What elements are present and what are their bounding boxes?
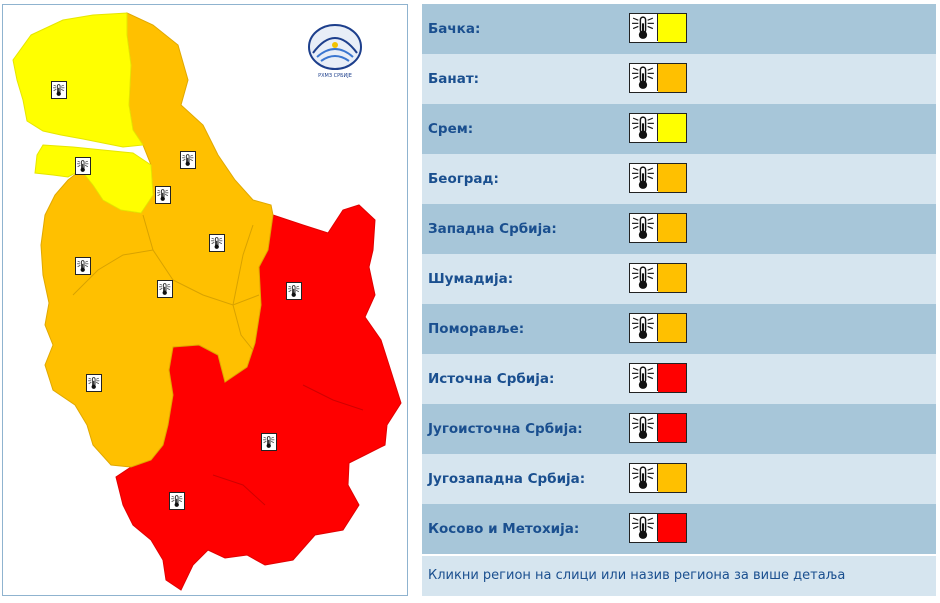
thermometer-heat-icon [630, 314, 658, 341]
rhmz-logo: РХМЗ СРБИЈЕ [308, 24, 362, 79]
region-name-link[interactable]: Југоисточна Србија: [428, 421, 583, 437]
region-row[interactable]: Бачка: [422, 4, 936, 54]
warning-color-swatch [658, 114, 686, 142]
region-row[interactable]: Косово и Метохија: [422, 504, 936, 554]
warning-map: РХМЗ СРБИЈЕ [2, 4, 408, 596]
map-thermometer-icon[interactable] [209, 234, 225, 252]
map-thermometer-icon[interactable] [180, 151, 196, 169]
map-thermometer-icon[interactable] [169, 492, 185, 510]
region-row[interactable]: Београд: [422, 154, 936, 204]
warning-level-indicator[interactable] [629, 13, 687, 43]
region-name-link[interactable]: Источна Србија: [428, 371, 555, 387]
region-name-link[interactable]: Косово и Метохија: [428, 521, 580, 537]
region-name-link[interactable]: Западна Србија: [428, 221, 557, 237]
map-thermometer-icon[interactable] [51, 81, 67, 99]
warning-level-indicator[interactable] [629, 63, 687, 93]
map-thermometer-icon[interactable] [157, 280, 173, 298]
warning-level-indicator[interactable] [629, 363, 687, 393]
thermometer-heat-icon [630, 164, 658, 191]
region-list: Бачка: Банат: Срем: Београд: Западна Србија:… [422, 4, 936, 554]
region-name-link[interactable]: Југозападна Србија: [428, 471, 586, 487]
thermometer-heat-icon [630, 464, 658, 491]
thermometer-heat-icon [630, 114, 658, 141]
warning-level-indicator[interactable] [629, 163, 687, 193]
warning-color-swatch [658, 514, 686, 542]
map-thermometer-icon[interactable] [261, 433, 277, 451]
logo-text: РХМЗ СРБИЈЕ [318, 73, 352, 79]
warning-level-indicator[interactable] [629, 513, 687, 543]
region-name-link[interactable]: Банат: [428, 71, 480, 87]
region-name-link[interactable]: Београд: [428, 171, 499, 187]
map-thermometer-icon[interactable] [286, 282, 302, 300]
serbia-map [12, 12, 402, 591]
warning-color-swatch [658, 64, 686, 92]
warning-level-indicator[interactable] [629, 463, 687, 493]
region-name-link[interactable]: Поморавље: [428, 321, 525, 337]
map-thermometer-icon[interactable] [75, 157, 91, 175]
warning-color-swatch [658, 364, 686, 392]
warning-level-indicator[interactable] [629, 213, 687, 243]
warning-color-swatch [658, 164, 686, 192]
warning-color-swatch [658, 464, 686, 492]
warning-color-swatch [658, 264, 686, 292]
warning-level-indicator[interactable] [629, 113, 687, 143]
region-row[interactable]: Југозападна Србија: [422, 454, 936, 504]
warning-color-swatch [658, 214, 686, 242]
region-row[interactable]: Југоисточна Србија: [422, 404, 936, 454]
region-row[interactable]: Шумадија: [422, 254, 936, 304]
map-thermometer-icon[interactable] [86, 374, 102, 392]
warning-color-swatch [658, 14, 686, 42]
region-row[interactable]: Источна Србија: [422, 354, 936, 404]
footer-hint: Кликни регион на слици или назив региона… [422, 556, 936, 596]
warning-color-swatch [658, 314, 686, 342]
thermometer-heat-icon [630, 214, 658, 241]
thermometer-heat-icon [630, 14, 658, 41]
warning-level-indicator[interactable] [629, 263, 687, 293]
region-row[interactable]: Поморавље: [422, 304, 936, 354]
region-name-link[interactable]: Бачка: [428, 21, 481, 37]
region-row[interactable]: Западна Србија: [422, 204, 936, 254]
region-row[interactable]: Срем: [422, 104, 936, 154]
region-name-link[interactable]: Шумадија: [428, 271, 514, 287]
thermometer-heat-icon [630, 264, 658, 291]
map-region-backa[interactable] [12, 12, 144, 148]
map-region-srem[interactable] [34, 144, 154, 214]
region-name-link[interactable]: Срем: [428, 121, 474, 137]
thermometer-heat-icon [630, 414, 658, 441]
region-row[interactable]: Банат: [422, 54, 936, 104]
map-thermometer-icon[interactable] [75, 257, 91, 275]
thermometer-heat-icon [630, 514, 658, 541]
map-thermometer-icon[interactable] [155, 186, 171, 204]
warning-level-indicator[interactable] [629, 413, 687, 443]
warning-level-indicator[interactable] [629, 313, 687, 343]
warning-color-swatch [658, 414, 686, 442]
thermometer-heat-icon [630, 364, 658, 391]
thermometer-heat-icon [630, 64, 658, 91]
